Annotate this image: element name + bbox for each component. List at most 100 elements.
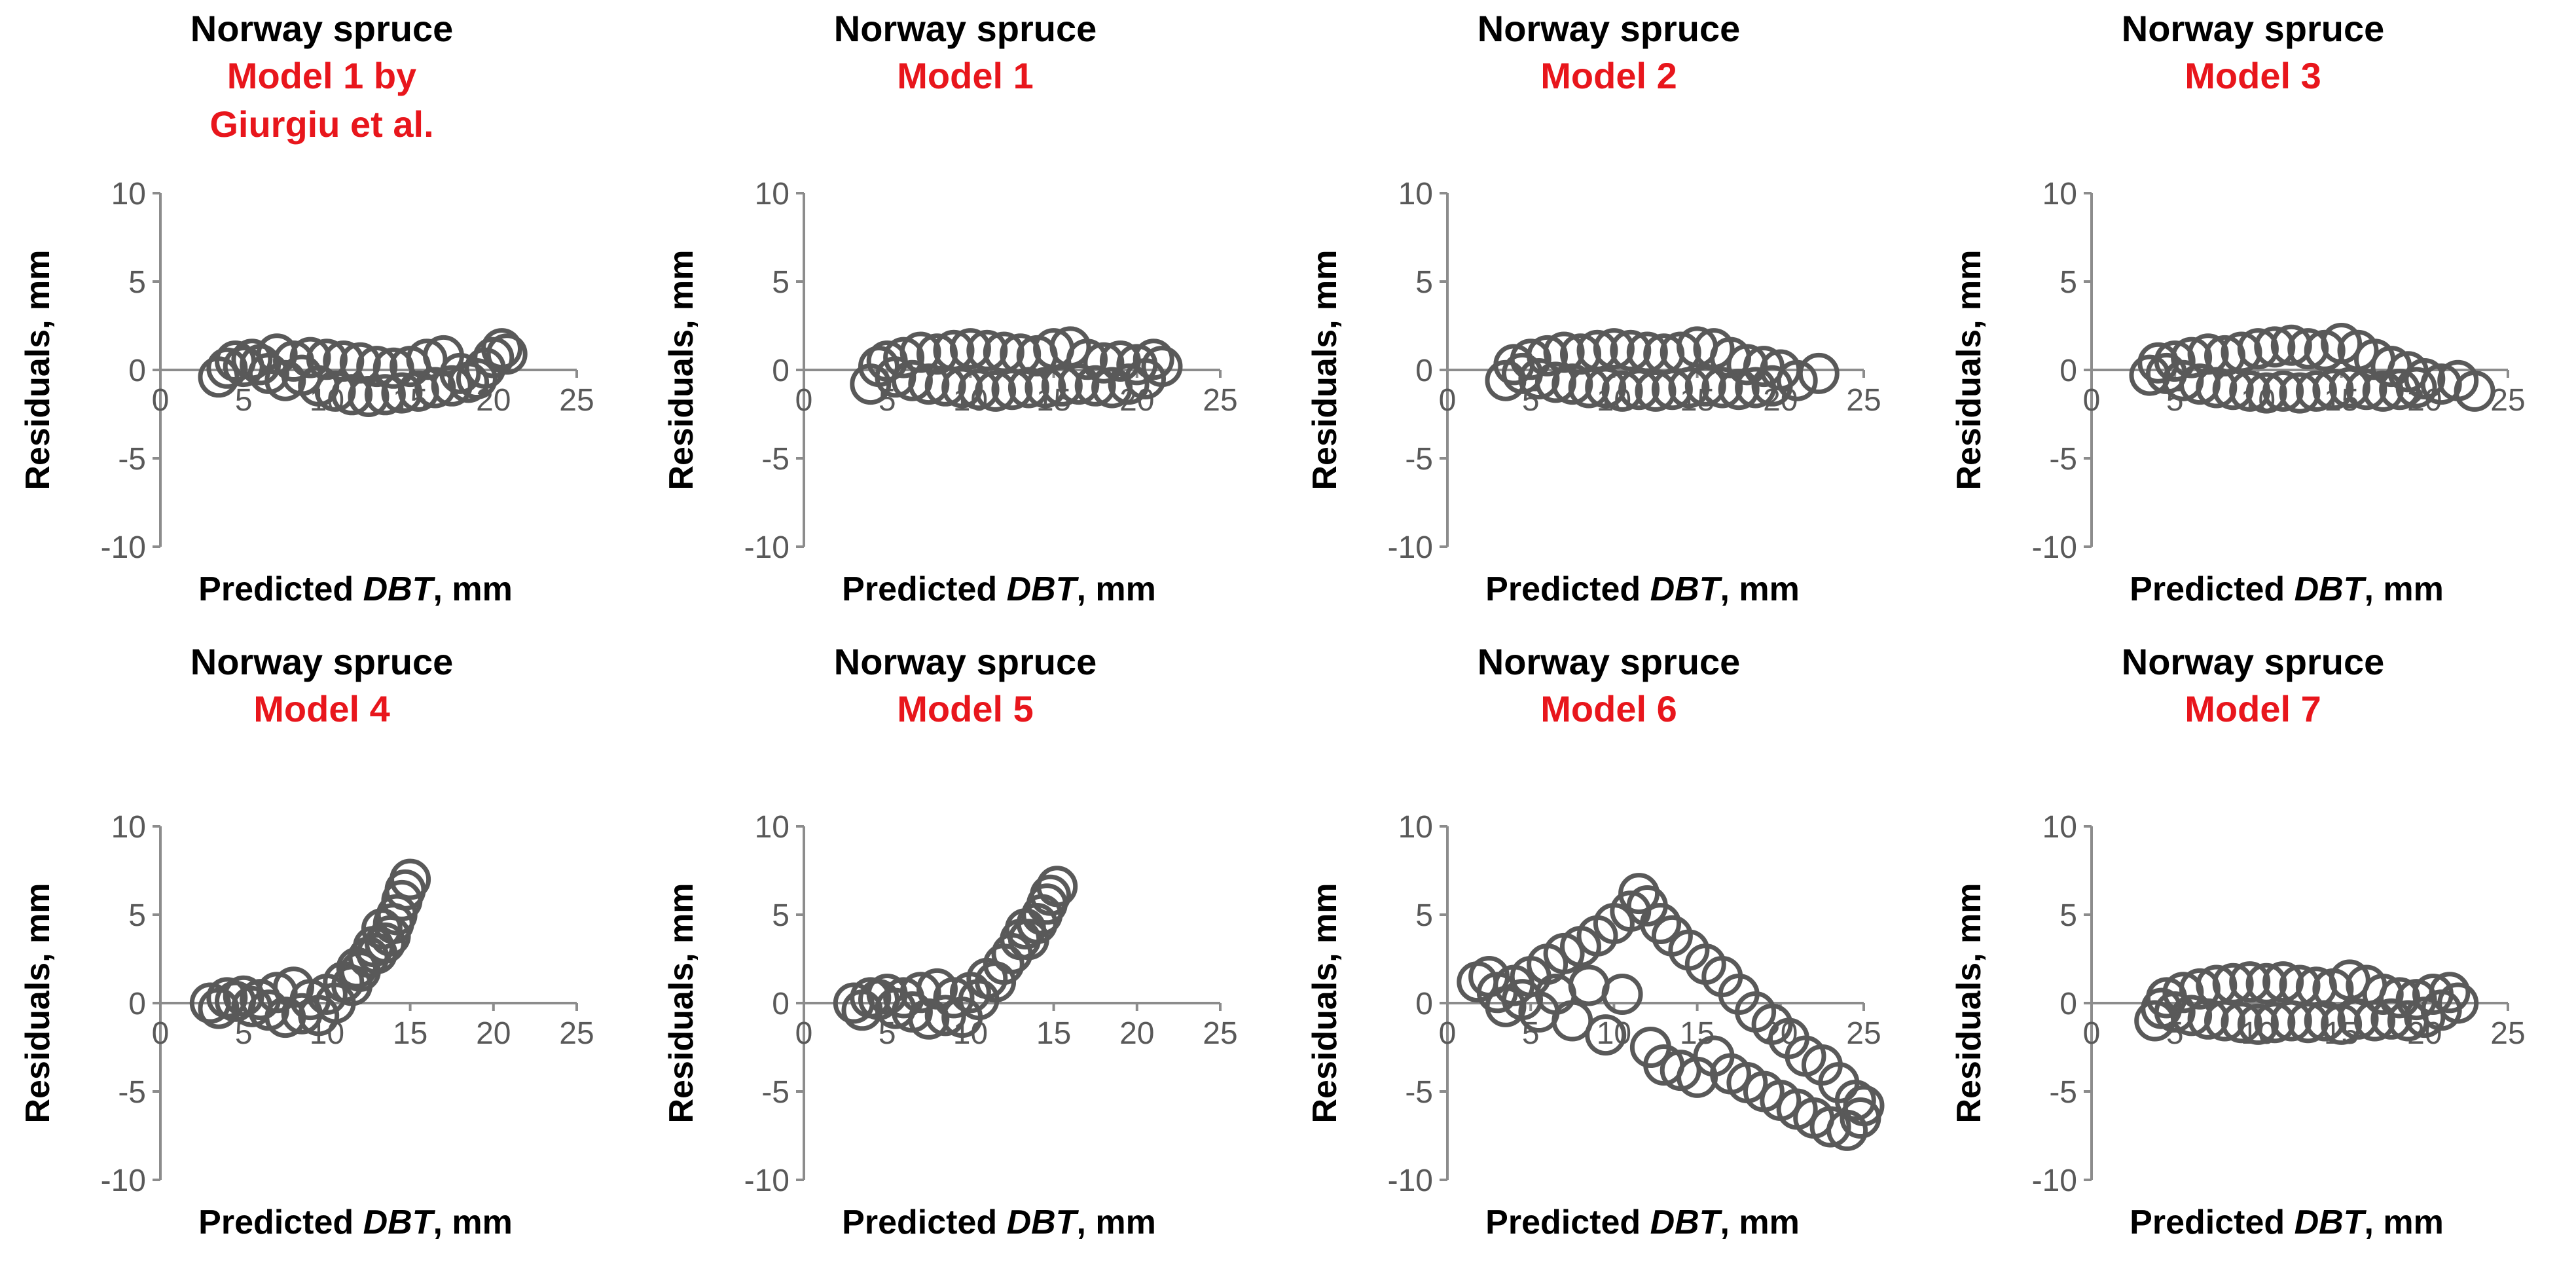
y-axis-label: Residuals, mm — [1306, 249, 1344, 490]
data-point — [1534, 361, 1576, 403]
chart-panel-4: Norway spruce Model 3 10 5 0 -5 -10 0 5 10 15 20 25 R… — [1931, 0, 2575, 632]
data-point — [397, 370, 439, 412]
x-axis-label-unit: , mm — [1076, 1203, 1155, 1241]
chart-subtitle-line: Model 4 — [253, 688, 390, 729]
data-point — [1074, 365, 1116, 407]
x-tick-label: 0 — [2083, 383, 2101, 418]
x-tick-label: 0 — [152, 1016, 170, 1051]
data-point — [2171, 337, 2213, 378]
data-point — [306, 339, 348, 380]
data-point — [949, 328, 991, 370]
x-axis-label: Predicted DBT, mm — [1485, 1203, 1800, 1241]
chart-subtitle-line: Model 1 — [897, 55, 1034, 96]
y-tick-label: -10 — [1388, 530, 1433, 565]
y-tick-label: -10 — [101, 530, 146, 565]
data-point — [1527, 335, 1569, 376]
y-tick-label: 0 — [1415, 354, 1433, 388]
y-tick-label: -5 — [2049, 1075, 2077, 1110]
x-axis-label: Predicted DBT, mm — [2130, 1203, 2444, 1241]
y-tick-label: 5 — [2059, 265, 2077, 300]
data-point — [431, 365, 473, 407]
data-point — [206, 347, 248, 389]
y-tick-label: 0 — [1415, 987, 1433, 1021]
x-axis-label-main: Predicted — [198, 1203, 363, 1241]
data-point — [1551, 363, 1593, 405]
x-tick-label: 20 — [1119, 1016, 1154, 1051]
data-point — [2179, 363, 2221, 405]
x-tick-label: 25 — [559, 383, 594, 418]
x-axis-label: Predicted DBT, mm — [1485, 570, 1800, 608]
y-tick-label: -10 — [744, 530, 789, 565]
x-tick-label: 25 — [1203, 383, 1237, 418]
data-point — [891, 359, 933, 401]
data-point — [2196, 367, 2238, 409]
chart-title: Norway spruce — [833, 8, 1097, 49]
data-point — [356, 346, 398, 388]
chart-title: Norway spruce — [1477, 641, 1741, 682]
data-point — [899, 331, 941, 373]
data-point — [1041, 365, 1083, 407]
data-point — [958, 369, 1000, 411]
x-axis-label-italic: DBT — [1650, 1203, 1723, 1241]
data-point — [2245, 962, 2287, 1004]
data-point — [1030, 874, 1071, 916]
data-point — [414, 367, 456, 409]
y-tick-label: 10 — [111, 177, 146, 211]
data-point — [2270, 324, 2312, 366]
x-tick-label: 20 — [476, 1016, 511, 1051]
data-point — [289, 337, 331, 378]
data-point — [941, 367, 983, 409]
y-tick-label: -10 — [101, 1164, 146, 1198]
y-axis-label: Residuals, mm — [1950, 249, 1988, 490]
data-point — [2404, 358, 2446, 399]
x-axis-label-unit: , mm — [1076, 570, 1155, 608]
y-tick-label: 5 — [128, 265, 146, 300]
chart-title: Norway spruce — [190, 8, 454, 49]
chart-subtitle-line: Model 2 — [1540, 55, 1677, 96]
y-axis-label: Residuals, mm — [19, 883, 57, 1123]
x-axis-label-italic: DBT — [2295, 570, 2367, 608]
y-tick-label: 10 — [111, 810, 146, 845]
chart-subtitle-line: Model 7 — [2185, 688, 2321, 729]
x-axis-label-main: Predicted — [198, 570, 363, 608]
y-tick-label: 0 — [2059, 987, 2077, 1021]
data-point — [883, 337, 925, 378]
y-tick-label: -5 — [1405, 442, 1433, 477]
x-axis-label-main: Predicted — [2130, 570, 2294, 608]
y-tick-label: 0 — [772, 987, 789, 1021]
x-axis-label: Predicted DBT, mm — [198, 1203, 513, 1241]
data-point — [381, 372, 423, 414]
y-tick-label: 10 — [755, 810, 789, 845]
x-tick-label: 0 — [2083, 1016, 2101, 1051]
x-axis-label-italic: DBT — [363, 1203, 436, 1241]
x-tick-label: 0 — [152, 383, 170, 418]
x-axis-label-italic: DBT — [1650, 570, 1723, 608]
chart-title: Norway spruce — [833, 641, 1097, 682]
data-point — [348, 376, 390, 417]
data-point — [1640, 903, 1682, 944]
y-axis-label: Residuals, mm — [662, 249, 700, 490]
y-tick-label: 5 — [1415, 265, 1433, 300]
data-point — [1025, 367, 1066, 409]
data-point — [1718, 369, 1760, 411]
data-point — [1668, 367, 1710, 409]
y-tick-label: 5 — [1415, 898, 1433, 933]
chart-panel-3: Norway spruce Model 2 10 5 0 -5 -10 0 5 10 15 20 25 R… — [1287, 0, 1931, 632]
data-point — [264, 359, 306, 401]
y-tick-label: -10 — [744, 1164, 789, 1198]
data-point — [2171, 995, 2213, 1036]
x-axis-label: Predicted DBT, mm — [842, 1203, 1156, 1241]
data-point — [2262, 961, 2304, 1003]
data-point — [2346, 369, 2387, 411]
x-tick-label: 25 — [2490, 383, 2525, 418]
data-point — [1610, 329, 1652, 371]
x-axis-label-main: Predicted — [842, 1203, 1006, 1241]
data-point — [1518, 358, 1560, 399]
x-axis-label-unit: , mm — [2364, 1203, 2443, 1241]
x-axis-label-italic: DBT — [1007, 1203, 1079, 1241]
data-point — [908, 363, 950, 405]
data-point — [2279, 372, 2321, 414]
data-point — [2454, 370, 2495, 412]
